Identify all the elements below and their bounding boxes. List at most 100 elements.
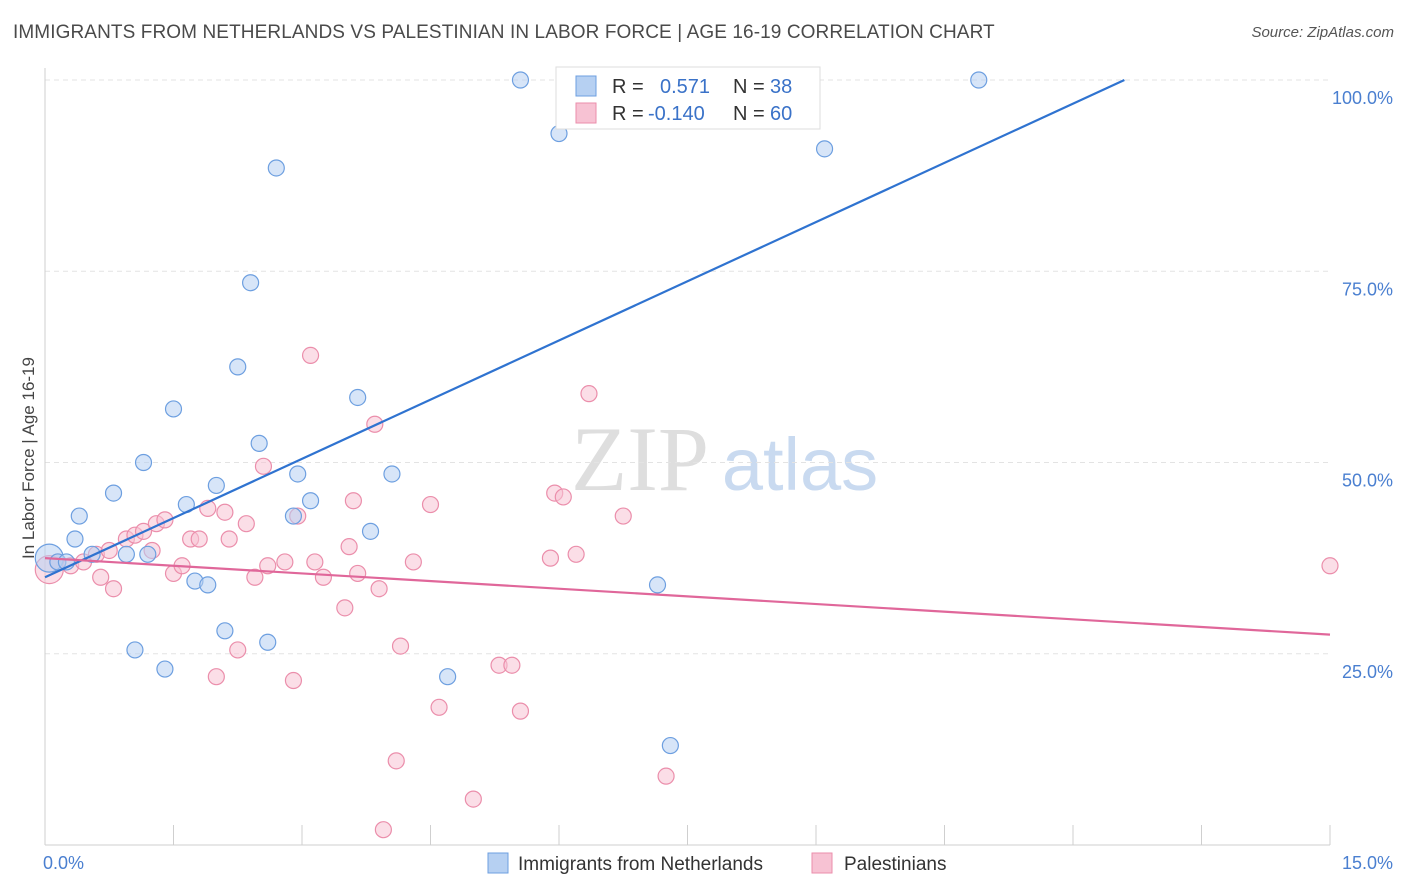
palestinians-point bbox=[246, 568, 264, 586]
palestinians-point bbox=[306, 553, 324, 571]
netherlands-point bbox=[349, 388, 367, 407]
bottom-legend-label-netherlands: Immigrants from Netherlands bbox=[518, 854, 763, 875]
legend-swatch-pink bbox=[575, 102, 597, 124]
palestinians-point bbox=[391, 637, 410, 655]
legend-swatch-blue bbox=[575, 75, 597, 97]
netherlands-point bbox=[361, 522, 380, 540]
chart-title: IMMIGRANTS FROM NETHERLANDS VS PALESTINI… bbox=[13, 22, 995, 43]
watermark: ZIP atlas bbox=[571, 408, 878, 510]
legend-r-value-pink: -0.140 bbox=[648, 103, 705, 125]
palestinians-point bbox=[430, 698, 448, 716]
bottom-legend: Immigrants from Netherlands Palestinians bbox=[487, 852, 946, 875]
legend-n-label-pink: N = bbox=[733, 103, 765, 125]
palestinians-point bbox=[503, 656, 521, 674]
bottom-legend-label-palestinians: Palestinians bbox=[844, 854, 946, 875]
palestinians-point bbox=[511, 702, 530, 720]
gridlines: 25.0% 50.0% 75.0% 100.0% bbox=[45, 79, 1393, 682]
legend-n-value-pink: 60 bbox=[770, 103, 792, 125]
palestinians-point bbox=[387, 752, 405, 770]
netherlands-point bbox=[139, 545, 157, 563]
netherlands-point bbox=[66, 530, 84, 548]
watermark-atlas: atlas bbox=[722, 423, 878, 506]
netherlands-point bbox=[250, 434, 268, 452]
legend: R = 0.571 N = 38 R = -0.140 N = 60 bbox=[555, 66, 821, 130]
palestinians-point bbox=[314, 568, 333, 586]
netherlands-point bbox=[199, 576, 217, 594]
netherlands-trend-line bbox=[44, 79, 1125, 579]
netherlands-point bbox=[970, 71, 988, 89]
y-tick-label: 50.0% bbox=[1342, 471, 1393, 491]
palestinians-point bbox=[216, 503, 234, 521]
x-tick-label-max: 15.0% bbox=[1342, 853, 1393, 873]
netherlands-point bbox=[229, 358, 247, 376]
netherlands-point bbox=[207, 476, 225, 495]
netherlands-point bbox=[70, 507, 88, 525]
netherlands-point bbox=[439, 668, 457, 686]
palestinians-point bbox=[567, 545, 585, 563]
y-tick-label: 100.0% bbox=[1332, 88, 1393, 108]
palestinians-point bbox=[541, 549, 560, 567]
y-tick-label: 25.0% bbox=[1342, 662, 1393, 682]
palestinians-point bbox=[614, 507, 632, 525]
palestinians-point bbox=[657, 767, 675, 785]
y-axis-title: In Labor Force | Age 16-19 bbox=[19, 357, 38, 559]
palestinians-point bbox=[421, 495, 440, 514]
palestinians-point bbox=[374, 821, 392, 839]
y-tick-label: 75.0% bbox=[1342, 279, 1393, 299]
netherlands-point bbox=[284, 507, 303, 525]
palestinians-point bbox=[220, 530, 238, 548]
netherlands-point bbox=[648, 576, 667, 594]
palestinians-point bbox=[259, 557, 277, 575]
palestinians-point bbox=[207, 668, 225, 686]
axes: 0.0% 15.0% bbox=[43, 68, 1393, 873]
legend-box bbox=[555, 66, 821, 130]
netherlands-point bbox=[216, 622, 234, 640]
netherlands-point bbox=[164, 400, 183, 418]
palestinians-point bbox=[344, 492, 362, 510]
palestinians-point bbox=[301, 346, 320, 364]
palestinians-point bbox=[370, 580, 388, 598]
palestinians-point bbox=[237, 515, 255, 533]
netherlands-point bbox=[259, 633, 277, 651]
legend-r-label-pink: R = bbox=[612, 103, 644, 125]
legend-r-value-blue: 0.571 bbox=[660, 76, 710, 98]
palestinians-point bbox=[104, 580, 123, 598]
palestinians-point bbox=[340, 538, 358, 556]
palestinians-point bbox=[554, 488, 572, 506]
netherlands-point bbox=[661, 736, 679, 755]
palestinians-point bbox=[276, 553, 294, 571]
netherlands-point bbox=[815, 140, 834, 158]
netherlands-point bbox=[289, 465, 307, 483]
legend-n-label-blue: N = bbox=[733, 76, 765, 98]
netherlands-point bbox=[267, 159, 285, 177]
palestinians-point bbox=[284, 671, 303, 690]
netherlands-point bbox=[383, 465, 401, 483]
netherlands-point bbox=[126, 641, 144, 659]
palestinians-point bbox=[229, 641, 247, 659]
netherlands-point bbox=[242, 274, 260, 292]
x-tick-label-min: 0.0% bbox=[43, 853, 84, 873]
palestinians-trend-line bbox=[44, 557, 1331, 636]
netherlands-point bbox=[117, 545, 135, 563]
bottom-legend-swatch-blue bbox=[487, 852, 509, 874]
source-label: Source: ZipAtlas.com bbox=[1251, 24, 1394, 41]
netherlands-points bbox=[34, 71, 988, 755]
palestinians-point bbox=[580, 385, 598, 403]
bottom-legend-swatch-pink bbox=[811, 852, 833, 874]
palestinians-point bbox=[254, 457, 273, 475]
palestinians-point bbox=[349, 564, 367, 583]
netherlands-point bbox=[301, 492, 320, 510]
watermark-zip: ZIP bbox=[571, 408, 709, 510]
netherlands-point bbox=[104, 484, 123, 502]
netherlands-point bbox=[156, 660, 174, 678]
palestinians-point bbox=[92, 568, 110, 586]
palestinians-point bbox=[336, 599, 354, 617]
netherlands-point bbox=[511, 71, 530, 89]
palestinians-point bbox=[404, 553, 422, 571]
palestinians-point bbox=[190, 530, 208, 548]
palestinians-point bbox=[1321, 557, 1339, 575]
legend-r-label-blue: R = bbox=[612, 76, 644, 98]
legend-n-value-blue: 38 bbox=[770, 76, 792, 98]
netherlands-point bbox=[134, 453, 153, 472]
